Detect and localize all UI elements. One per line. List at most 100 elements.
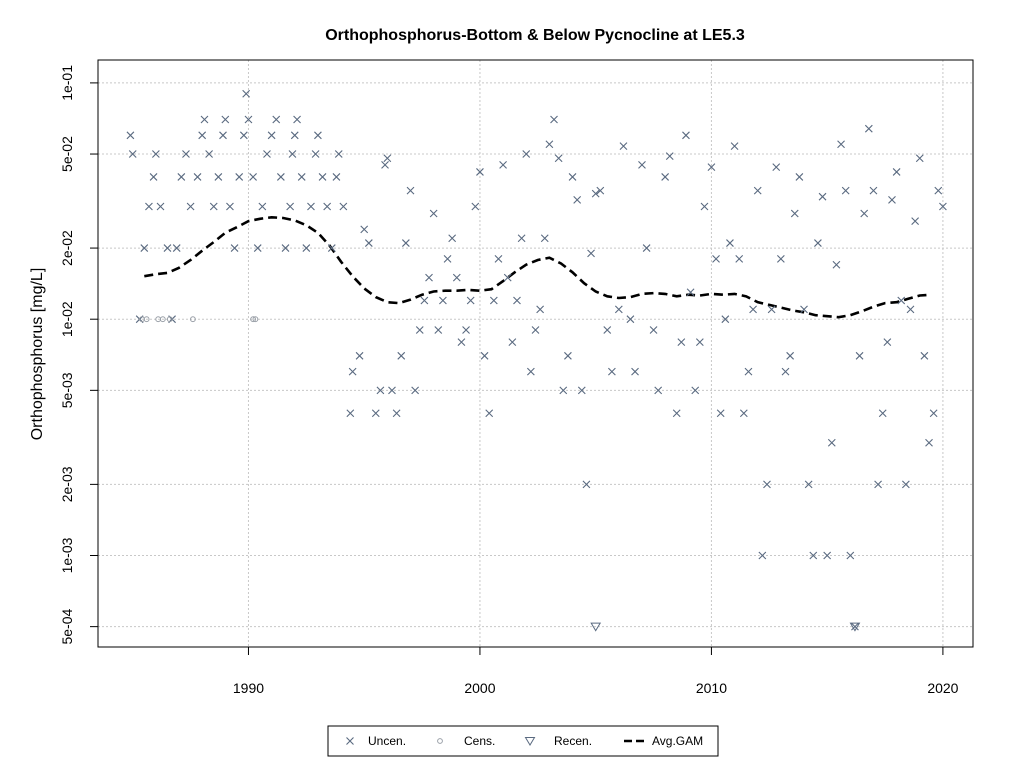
- uncensored-point: [290, 131, 299, 140]
- y-axis-label: Orthophosphorus [mg/L]: [29, 268, 46, 441]
- uncensored-point: [214, 173, 223, 181]
- uncensored-point: [360, 225, 369, 234]
- uncensored-point: [276, 173, 285, 181]
- uncensored-point: [767, 305, 776, 314]
- uncensored-point: [198, 131, 207, 140]
- uncensored-point: [140, 244, 149, 252]
- uncensored-point: [439, 296, 447, 305]
- uncensored-point: [388, 386, 396, 395]
- uncensored-point: [608, 367, 616, 376]
- uncensored-point: [892, 168, 901, 176]
- uncensored-point: [786, 351, 795, 360]
- uncensored-point: [554, 154, 563, 163]
- uncensored-point: [568, 173, 577, 181]
- uncensored-point: [906, 305, 915, 314]
- y-tick-label: 5e-03: [59, 372, 75, 408]
- uncensored-point: [526, 367, 535, 376]
- uncensored-point: [371, 409, 380, 418]
- uncensored-point: [883, 338, 892, 346]
- uncensored-point: [381, 160, 389, 169]
- uncensored-point: [573, 195, 582, 204]
- uncensored-point: [452, 273, 461, 282]
- uncensored-point: [429, 209, 438, 218]
- legend-circle-swatch: [437, 738, 443, 744]
- legend-box: [327, 725, 719, 757]
- uncensored-point: [730, 142, 739, 151]
- uncensored-point: [272, 115, 281, 124]
- uncensored-point: [348, 367, 357, 376]
- uncensored-point: [163, 244, 172, 252]
- uncensored-point: [318, 173, 327, 181]
- uncensored-point: [346, 409, 355, 418]
- censored-point: [250, 316, 256, 323]
- uncensored-point: [230, 244, 239, 252]
- uncensored-point: [925, 438, 933, 447]
- uncensored-point: [485, 409, 494, 418]
- uncensored-point: [503, 273, 512, 282]
- uncensored-point: [258, 202, 267, 211]
- uncensored-point: [128, 150, 137, 158]
- uncensored-point: [901, 480, 910, 489]
- uncensored-point: [200, 115, 209, 124]
- uncensored-point: [939, 202, 947, 211]
- uncensored-point: [795, 173, 804, 181]
- uncensored-point: [226, 202, 234, 211]
- uncensored-point: [242, 89, 251, 98]
- uncensored-point: [677, 338, 686, 346]
- uncensored-point: [642, 244, 651, 252]
- uncensored-point: [434, 326, 443, 334]
- uncensored-point: [851, 622, 859, 631]
- uncensored-point: [860, 209, 869, 218]
- uncensored-point: [832, 260, 841, 269]
- uncensored-point: [411, 386, 420, 395]
- uncensored-point: [897, 296, 906, 305]
- uncensored-point: [476, 168, 484, 176]
- uncensored-point: [425, 273, 433, 282]
- uncensored-point: [536, 305, 545, 314]
- uncensored-point: [443, 254, 452, 263]
- uncensored-point: [293, 115, 301, 124]
- uncensored-point: [219, 131, 227, 140]
- uncensored-point: [415, 326, 424, 334]
- uncensored-point: [281, 244, 290, 252]
- y-axis: 1e-01 5e-02 2e-02 1e-02 5e-03 2e-03 1e-03 5e-04: [59, 65, 98, 645]
- censored-point: [159, 316, 166, 323]
- uncensored-point: [151, 150, 160, 158]
- uncensored-point: [878, 409, 887, 418]
- uncensored-point: [855, 351, 864, 360]
- legend-label: Cens.: [464, 734, 495, 748]
- uncensored-point: [888, 195, 896, 204]
- uncensored-point: [397, 351, 406, 360]
- uncensored-point: [661, 173, 670, 181]
- uncensored-point: [700, 202, 709, 211]
- uncensored-point: [205, 150, 213, 158]
- x-tick-label: 2010: [696, 680, 727, 696]
- uncensored-point: [186, 202, 195, 211]
- grid: [98, 60, 973, 647]
- legend: Uncen. Cens. Recen. Avg.GAM: [327, 725, 719, 757]
- gam-line-group: [144, 215, 932, 319]
- uncensored-point: [686, 288, 695, 297]
- uncensored-point: [209, 202, 218, 211]
- uncensored-point: [721, 315, 730, 324]
- legend-label: Avg.GAM: [652, 734, 703, 748]
- uncensored-point: [531, 326, 540, 334]
- uncensored-point: [263, 150, 271, 158]
- uncensored-point: [288, 150, 297, 158]
- uncensored-point: [406, 186, 415, 195]
- uncensored-point: [249, 173, 257, 181]
- points-group: [126, 89, 947, 632]
- uncensored-point: [818, 192, 827, 201]
- uncensored-point: [665, 152, 674, 160]
- uncensored-point: [619, 142, 628, 151]
- x-tick-label: 2020: [927, 680, 958, 696]
- legend-label: Recen.: [554, 734, 592, 748]
- uncensored-point: [591, 189, 600, 198]
- y-tick-label: 2e-02: [59, 230, 75, 266]
- uncensored-point: [638, 160, 646, 169]
- y-tick-label: 1e-03: [59, 537, 75, 573]
- uncensored-point: [332, 173, 341, 181]
- uncensored-point: [508, 338, 517, 346]
- uncensored-point: [695, 338, 704, 346]
- uncensored-point: [587, 249, 595, 258]
